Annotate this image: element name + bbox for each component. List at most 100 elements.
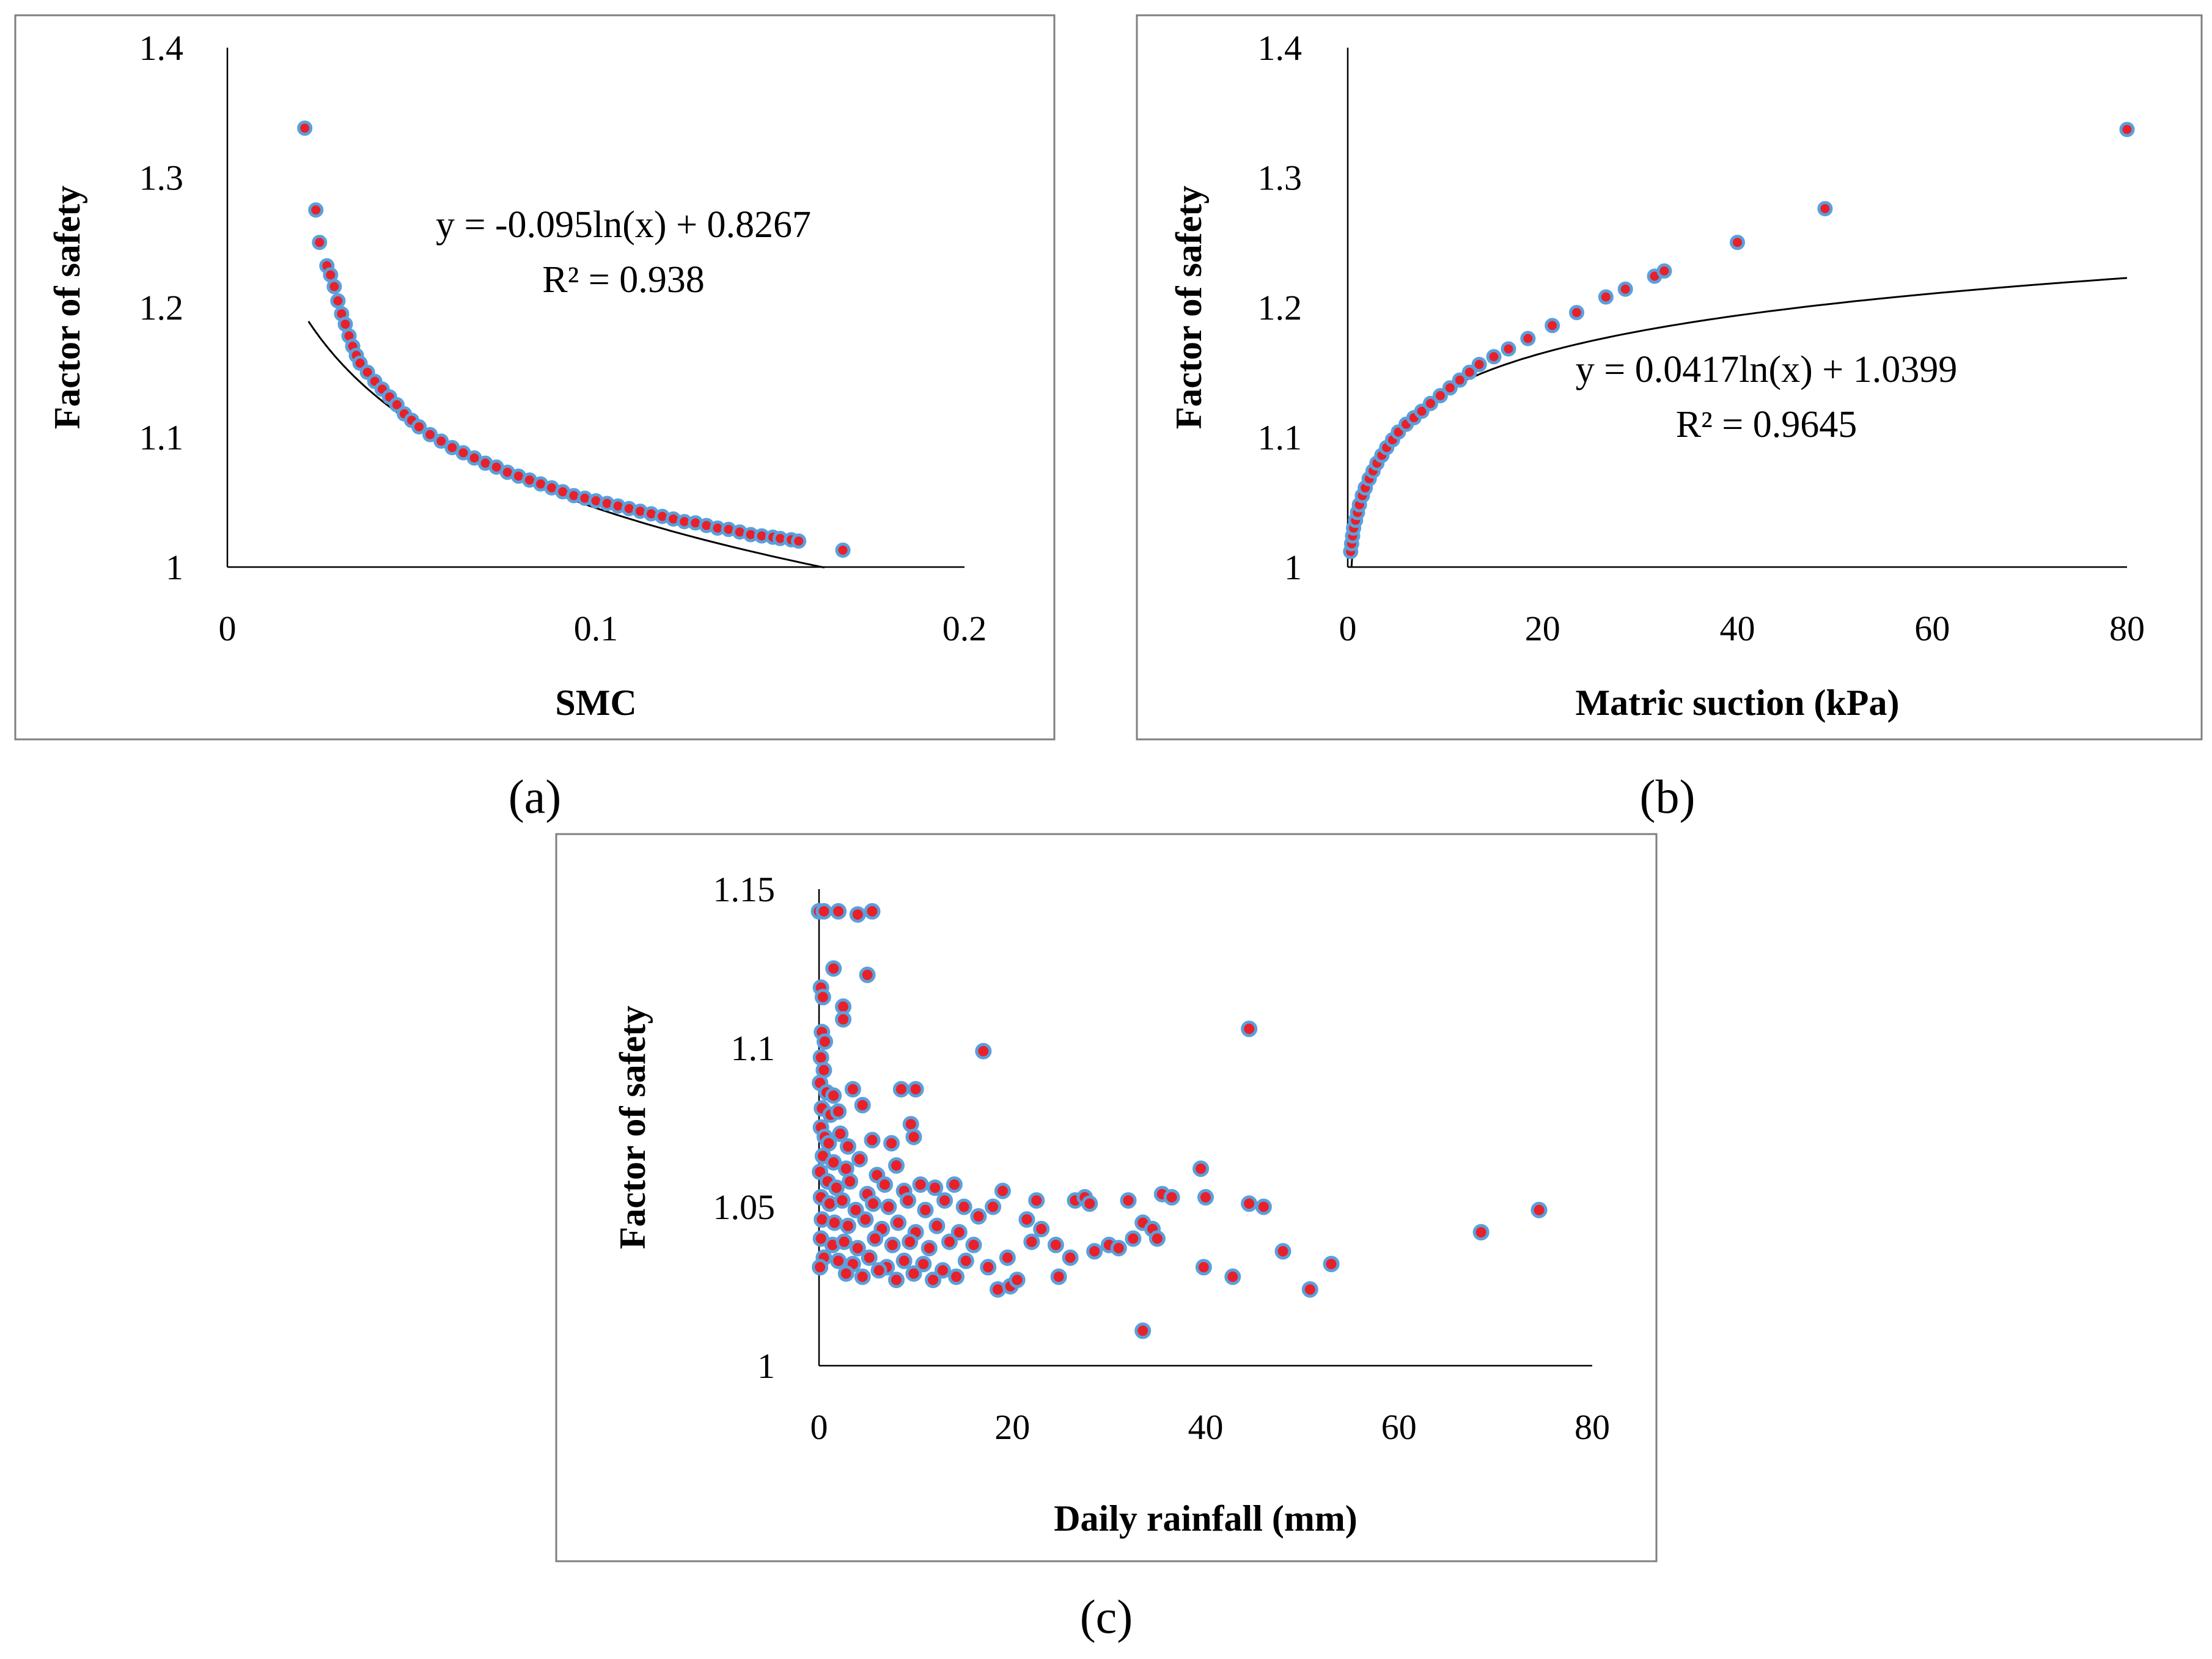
data-point: [837, 1265, 854, 1282]
data-point: [1125, 1230, 1142, 1247]
data-point: [1442, 380, 1458, 396]
data-point: [895, 1252, 913, 1269]
data-point: [888, 1157, 905, 1174]
data-point: [1486, 349, 1502, 365]
data-point: [1120, 1192, 1137, 1209]
panel-c-label: (c): [1080, 1590, 1133, 1643]
data-point: [1432, 388, 1448, 403]
data-point: [834, 1192, 851, 1209]
x-tick-label: 0: [219, 609, 237, 648]
data-point: [928, 1217, 946, 1234]
chart-panel-b: (b) 0 20 40 60 80 1 1.1 1.2 1.3 1.4 Matric suction…: [1136, 14, 2203, 823]
y-axis-label: Factor of safety: [47, 186, 87, 430]
data-point: [905, 1265, 922, 1282]
data-point: [825, 1154, 842, 1171]
y-tick-label: 1.1: [1258, 418, 1303, 458]
data-point: [308, 202, 324, 218]
data-point: [847, 1201, 864, 1218]
data-point: [830, 1103, 847, 1120]
x-tick-label: 80: [2109, 609, 2145, 648]
data-point: [832, 1125, 849, 1142]
data-point: [883, 1135, 900, 1152]
data-point: [985, 1198, 1002, 1215]
data-point: [884, 1236, 901, 1253]
data-point: [857, 1211, 874, 1228]
data-point: [1520, 331, 1536, 346]
data-point: [941, 1233, 958, 1250]
y-axis-label: Factor of safety: [1169, 186, 1209, 430]
y-axis-label: Factor of safety: [612, 1006, 653, 1250]
data-point: [1028, 1192, 1045, 1209]
data-point: [1656, 263, 1672, 279]
y-tick-label: 1.3: [1258, 158, 1303, 198]
data-point: [1323, 1256, 1340, 1273]
data-point: [1195, 1259, 1212, 1276]
data-point: [859, 966, 876, 983]
x-tick-label: 0.1: [574, 609, 619, 648]
x-tick-label: 60: [1914, 609, 1950, 648]
data-point: [828, 1179, 845, 1196]
data-point: [899, 1192, 916, 1209]
y-tick-label: 1.3: [139, 158, 184, 198]
data-point: [1501, 341, 1516, 357]
data-point: [948, 1268, 965, 1285]
data-point: [1224, 1268, 1241, 1285]
chart-panel-a: (a) 0 0.1 0.2 1 1.1 1.2 1.3 1.4 SMC Factor of saf…: [14, 14, 1056, 823]
data-point: [1545, 318, 1560, 334]
data-point: [876, 1176, 894, 1193]
x-tick-label: 0.2: [942, 609, 987, 648]
data-point: [851, 1151, 868, 1168]
y-tick-label: 1.15: [713, 870, 776, 909]
data-point: [839, 1138, 856, 1155]
data-point: [1598, 289, 1614, 305]
data-point: [411, 419, 427, 434]
data-point: [1050, 1268, 1067, 1285]
data-point: [925, 1272, 942, 1289]
data-point: [905, 1129, 922, 1146]
data-point: [1009, 1272, 1026, 1289]
r-squared-label: R² = 0.938: [542, 259, 704, 301]
x-tick-label: 60: [1381, 1407, 1417, 1447]
data-point: [854, 1097, 871, 1114]
data-point: [864, 1132, 881, 1149]
data-point: [880, 1198, 897, 1215]
data-point: [842, 1173, 859, 1190]
data-point: [1452, 372, 1468, 388]
y-tick-label: 1: [166, 548, 183, 587]
data-point: [950, 1224, 968, 1241]
data-point: [1134, 1322, 1152, 1339]
data-point: [957, 1252, 974, 1269]
data-point: [890, 1214, 907, 1231]
y-tick-label: 1.05: [713, 1187, 776, 1227]
data-point: [330, 293, 346, 309]
data-point: [1033, 1220, 1050, 1237]
data-point: [867, 1230, 884, 1247]
data-point: [892, 1081, 909, 1098]
data-point: [902, 1233, 919, 1250]
data-point: [1192, 1160, 1210, 1177]
data-point: [1730, 235, 1745, 251]
data-point: [870, 1262, 887, 1279]
data-point: [927, 1179, 944, 1196]
y-tick-label: 1: [757, 1346, 775, 1386]
y-tick-label: 1: [1284, 548, 1302, 587]
data-point: [815, 903, 832, 920]
data-point: [297, 120, 313, 136]
data-point: [1047, 1236, 1064, 1253]
data-point: [917, 1201, 934, 1218]
data-point: [861, 1249, 878, 1266]
data-point: [920, 1240, 938, 1257]
y-tick-label: 1.2: [139, 288, 184, 328]
data-point: [1617, 281, 1633, 297]
data-point: [433, 433, 449, 449]
data-point: [839, 1217, 856, 1234]
data-point: [2119, 122, 2135, 137]
data-point: [814, 989, 831, 1006]
data-point: [975, 1042, 992, 1060]
trendline-equation: y = -0.095ln(x) + 0.8267: [436, 204, 811, 246]
data-point: [830, 903, 847, 920]
data-point: [854, 1268, 871, 1285]
data-point: [1148, 1230, 1166, 1247]
data-point: [934, 1262, 951, 1279]
data-point: [888, 1272, 905, 1289]
